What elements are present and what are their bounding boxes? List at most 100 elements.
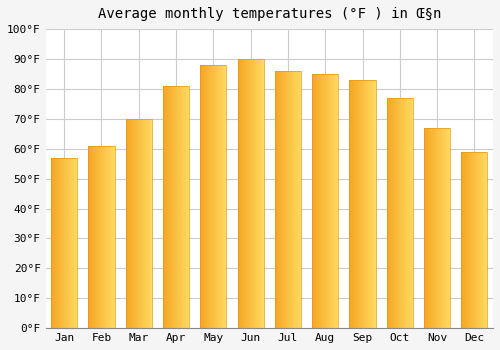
Bar: [484, 152, 485, 328]
Bar: [320, 74, 322, 328]
Bar: [88, 146, 89, 328]
Bar: [206, 65, 207, 328]
Bar: [130, 119, 131, 328]
Bar: [282, 71, 284, 328]
Bar: [404, 98, 405, 328]
Bar: [469, 152, 470, 328]
Bar: [448, 128, 449, 328]
Bar: [443, 128, 444, 328]
Bar: [468, 152, 469, 328]
Bar: [220, 65, 221, 328]
Bar: [350, 80, 351, 328]
Bar: [76, 158, 78, 328]
Bar: [248, 59, 250, 328]
Bar: [472, 152, 473, 328]
Bar: [291, 71, 292, 328]
Bar: [218, 65, 219, 328]
Bar: [314, 74, 315, 328]
Bar: [137, 119, 138, 328]
Bar: [288, 71, 290, 328]
Bar: [466, 152, 467, 328]
Bar: [244, 59, 245, 328]
Bar: [292, 71, 293, 328]
Bar: [140, 119, 141, 328]
Bar: [371, 80, 372, 328]
Bar: [368, 80, 369, 328]
Bar: [312, 74, 313, 328]
Bar: [407, 98, 408, 328]
Bar: [175, 86, 176, 328]
Bar: [473, 152, 474, 328]
Bar: [133, 119, 134, 328]
Bar: [328, 74, 329, 328]
Bar: [187, 86, 188, 328]
Bar: [202, 65, 203, 328]
Bar: [406, 98, 407, 328]
Bar: [209, 65, 210, 328]
Bar: [246, 59, 248, 328]
Bar: [69, 158, 70, 328]
Bar: [102, 146, 103, 328]
Bar: [94, 146, 95, 328]
Bar: [329, 74, 330, 328]
Bar: [392, 98, 394, 328]
Bar: [56, 158, 57, 328]
Bar: [88, 146, 115, 328]
Bar: [317, 74, 318, 328]
Bar: [372, 80, 373, 328]
Bar: [424, 128, 426, 328]
Bar: [60, 158, 61, 328]
Bar: [445, 128, 446, 328]
Bar: [397, 98, 398, 328]
Bar: [432, 128, 433, 328]
Bar: [290, 71, 291, 328]
Bar: [51, 158, 78, 328]
Bar: [212, 65, 214, 328]
Bar: [364, 80, 365, 328]
Bar: [297, 71, 298, 328]
Bar: [430, 128, 431, 328]
Bar: [350, 80, 376, 328]
Bar: [480, 152, 481, 328]
Bar: [330, 74, 331, 328]
Bar: [256, 59, 257, 328]
Bar: [68, 158, 69, 328]
Bar: [358, 80, 360, 328]
Bar: [131, 119, 132, 328]
Bar: [200, 65, 201, 328]
Bar: [106, 146, 108, 328]
Bar: [337, 74, 338, 328]
Bar: [93, 146, 94, 328]
Bar: [53, 158, 54, 328]
Bar: [476, 152, 477, 328]
Bar: [58, 158, 59, 328]
Bar: [336, 74, 337, 328]
Bar: [221, 65, 222, 328]
Bar: [280, 71, 281, 328]
Bar: [374, 80, 375, 328]
Bar: [442, 128, 443, 328]
Bar: [110, 146, 112, 328]
Bar: [426, 128, 428, 328]
Bar: [224, 65, 225, 328]
Bar: [100, 146, 101, 328]
Bar: [433, 128, 434, 328]
Bar: [214, 65, 216, 328]
Bar: [142, 119, 144, 328]
Bar: [239, 59, 240, 328]
Bar: [470, 152, 471, 328]
Bar: [295, 71, 296, 328]
Bar: [361, 80, 362, 328]
Bar: [481, 152, 482, 328]
Bar: [64, 158, 65, 328]
Bar: [97, 146, 98, 328]
Bar: [59, 158, 60, 328]
Bar: [449, 128, 450, 328]
Bar: [398, 98, 399, 328]
Bar: [441, 128, 442, 328]
Bar: [63, 158, 64, 328]
Bar: [403, 98, 404, 328]
Bar: [99, 146, 100, 328]
Bar: [261, 59, 262, 328]
Bar: [412, 98, 413, 328]
